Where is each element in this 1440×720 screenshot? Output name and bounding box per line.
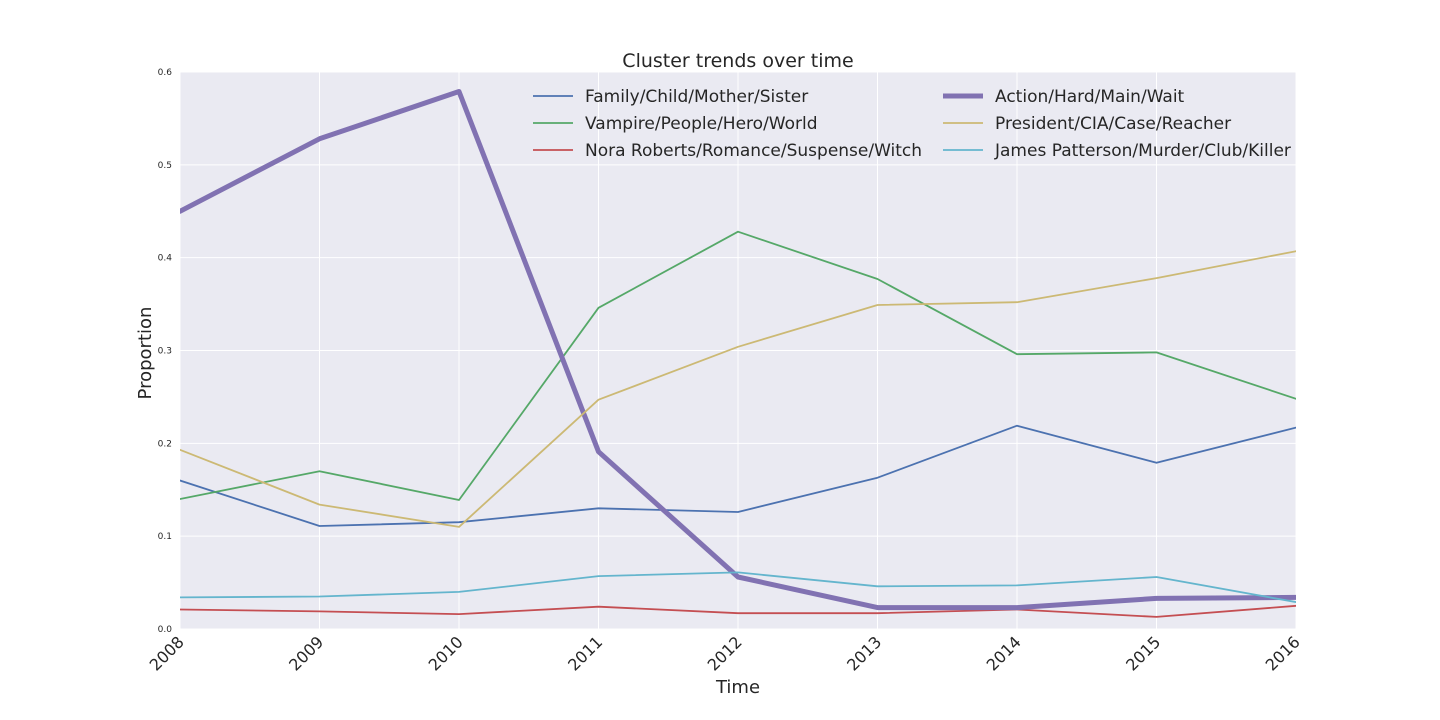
chart-title: Cluster trends over time xyxy=(622,50,853,72)
x-axis-label: Time xyxy=(715,677,760,698)
y-tick-label: 0.3 xyxy=(158,347,172,357)
legend-label: Action/Hard/Main/Wait xyxy=(995,87,1185,107)
x-tick-label: 2008 xyxy=(146,632,188,674)
y-axis-label: Proportion xyxy=(135,307,156,400)
x-tick-labels: 2008 2009 2010 2011 2012 2013 2014 2015 2016 xyxy=(146,632,1304,674)
y-tick-labels: 0.0 0.1 0.2 0.3 0.4 0.5 0.6 xyxy=(158,68,173,635)
y-tick-label: 0.0 xyxy=(158,625,173,635)
x-tick-label: 2016 xyxy=(1262,632,1304,674)
y-tick-label: 0.4 xyxy=(158,254,173,264)
x-tick-label: 2011 xyxy=(564,632,606,674)
legend-label: Vampire/People/Hero/World xyxy=(585,114,818,134)
series-line-5 xyxy=(180,250,1296,528)
legend: Family/Child/Mother/Sister Vampire/People… xyxy=(533,87,1291,161)
series-lines xyxy=(180,89,1296,618)
legend-label: Family/Child/Mother/Sister xyxy=(585,87,808,107)
series-line-2 xyxy=(180,230,1296,501)
series-line-1 xyxy=(180,424,1296,527)
x-tick-label: 2009 xyxy=(285,632,327,674)
x-tick-label: 2014 xyxy=(983,632,1025,674)
series-line-6 xyxy=(180,571,1296,603)
y-tick-label: 0.1 xyxy=(158,532,172,542)
y-tick-label: 0.5 xyxy=(158,161,172,171)
legend-label: James Patterson/Murder/Club/Killer xyxy=(994,141,1291,161)
y-tick-label: 0.6 xyxy=(158,68,173,78)
legend-label: President/CIA/Case/Reacher xyxy=(995,114,1231,134)
series-line-3 xyxy=(180,604,1296,618)
legend-label: Nora Roberts/Romance/Suspense/Witch xyxy=(585,141,922,161)
x-tick-label: 2012 xyxy=(704,632,746,674)
x-tick-label: 2013 xyxy=(843,632,885,674)
x-tick-label: 2015 xyxy=(1122,632,1164,674)
series-line-4 xyxy=(180,89,1296,611)
grid xyxy=(179,71,1297,630)
y-tick-label: 0.2 xyxy=(158,439,172,449)
x-tick-label: 2010 xyxy=(425,632,467,674)
